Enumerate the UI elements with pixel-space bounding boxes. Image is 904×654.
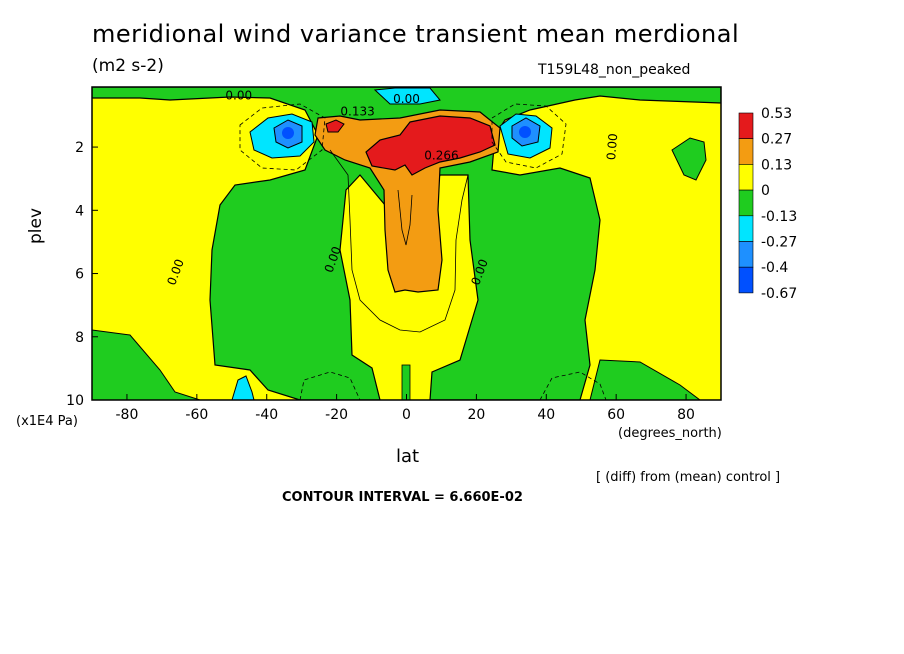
contour-line (397, 189, 413, 246)
x-tick-label: -40 (255, 407, 278, 423)
colorbar-label: 0.27 (761, 132, 792, 148)
field-band-cyan (231, 375, 255, 400)
contour-line-negative (539, 371, 607, 400)
y-axis-ticks: 2 4 6 8 10 (66, 140, 98, 409)
contour-line-negative (239, 103, 326, 171)
colorbar-label: 0.13 (761, 157, 792, 173)
colorbar-label: 0 (761, 183, 770, 199)
chart-title: meridional wind variance transient mean … (92, 20, 740, 48)
colorbar-swatch (738, 266, 754, 294)
field-band-darkblue (282, 127, 294, 139)
run-name: T159L48_non_peaked (538, 62, 691, 78)
contour-interval: CONTOUR INTERVAL = 6.660E-02 (282, 490, 523, 505)
x-tick-label: 80 (677, 407, 695, 423)
x-axis-label: lat (396, 446, 420, 467)
field-band-red (365, 115, 496, 176)
colorbar-label: -0.13 (761, 209, 797, 225)
contour-label: 0.00 (604, 133, 620, 161)
x-tick-label: 60 (607, 407, 625, 423)
x-tick-label: 20 (467, 407, 485, 423)
field-band-green (671, 137, 707, 181)
x-tick-label: -20 (325, 407, 348, 423)
y-tick-label: 4 (75, 203, 84, 219)
y-tick-label: 10 (66, 393, 84, 409)
colorbar-label: 0.53 (761, 106, 792, 122)
colorbar-label: -0.67 (761, 286, 797, 302)
field-band-green (589, 359, 701, 400)
contour-label: 0.266 (424, 149, 458, 163)
colorbar: 0.53 0.27 0.13 0 -0.13 -0.27 -0.4 -0.67 (738, 106, 797, 302)
x-tick-label: 0 (402, 407, 411, 423)
x-tick-label: 40 (537, 407, 555, 423)
contour-line-negative (491, 103, 567, 169)
y-tick-label: 8 (75, 330, 84, 346)
contour-line (329, 149, 469, 333)
chart-units: (m2 s-2) (92, 56, 164, 76)
y-tick-label: 6 (75, 267, 84, 283)
contour-label: 0.00 (393, 92, 420, 106)
contour-label: 0.00 (225, 89, 252, 103)
colorbar-swatch (738, 138, 754, 165)
y-tick-label: 2 (75, 140, 84, 156)
x-tick-label: -80 (116, 407, 139, 423)
colorbar-swatch (738, 112, 754, 140)
colorbar-swatch (738, 164, 754, 191)
colorbar-swatch (738, 241, 754, 268)
field-band-cyan (373, 87, 441, 105)
colorbar-label: -0.4 (761, 260, 788, 276)
contour-label: 0.133 (340, 104, 374, 118)
x-tick-label: -60 (185, 407, 208, 423)
colorbar-label: -0.27 (761, 235, 797, 251)
x-axis-units: (degrees_north) (618, 426, 722, 441)
diff-note: [ (diff) from (mean) control ] (596, 470, 781, 485)
colorbar-swatch (738, 215, 754, 242)
field-band-red (325, 119, 345, 133)
y-axis-units: (x1E4 Pa) (16, 414, 78, 429)
colorbar-swatch (738, 189, 754, 217)
x-axis-ticks: -80 -60 -40 -20 0 20 40 60 80 (116, 394, 695, 423)
field-band-darkblue (519, 126, 531, 138)
field-band-green (92, 329, 201, 400)
field-band-green (401, 364, 411, 400)
